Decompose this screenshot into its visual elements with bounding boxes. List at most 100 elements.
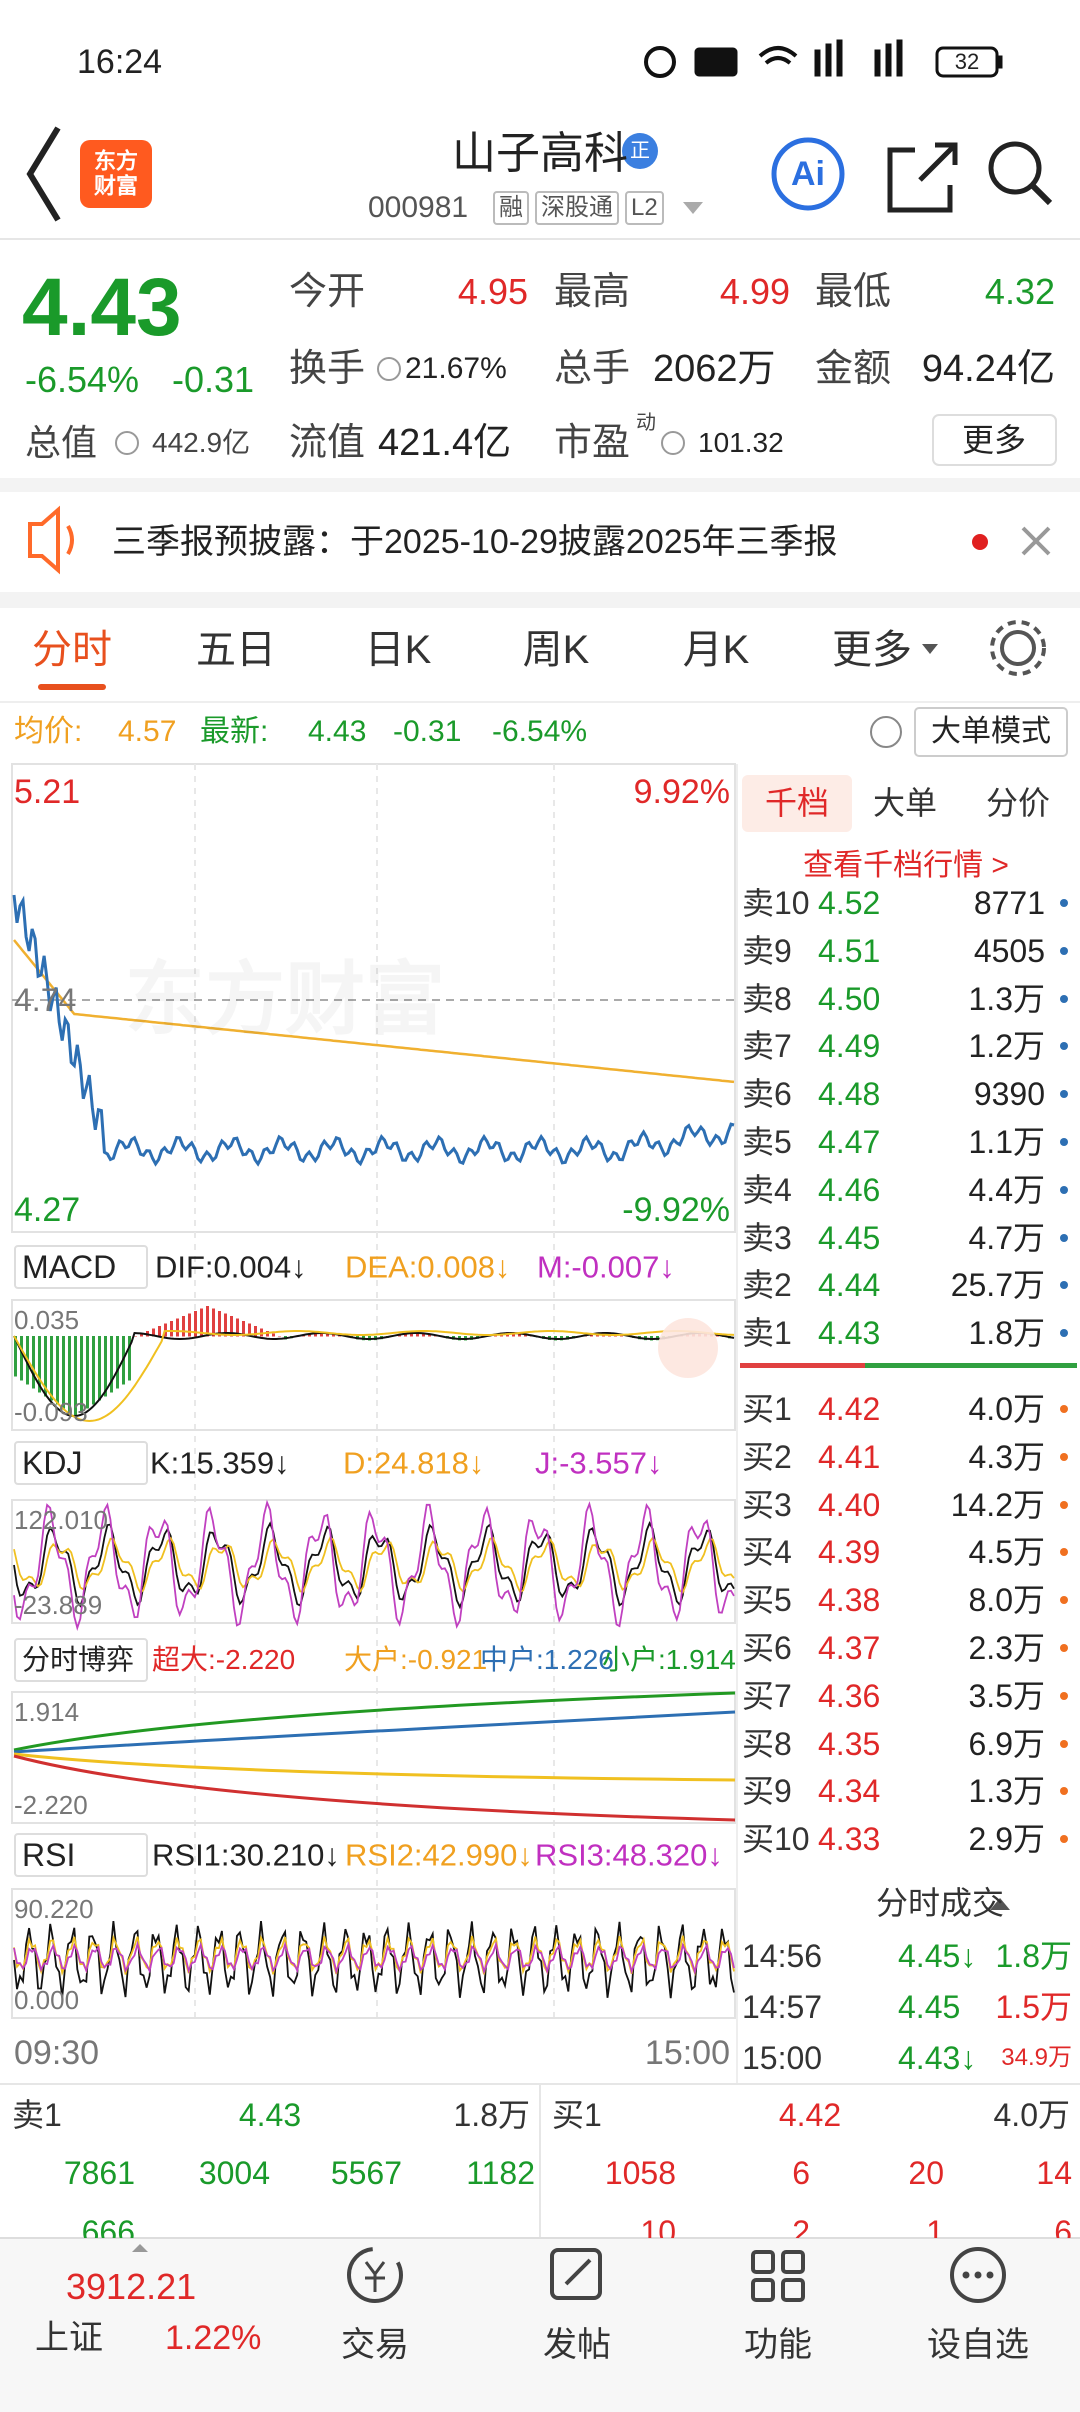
nav-item[interactable]: 发帖: [543, 2326, 611, 2364]
book-dot: [1060, 1329, 1068, 1338]
indicator-value: J:-3.557↓: [535, 1445, 663, 1481]
latest-change-pct: -6.54%: [492, 715, 588, 748]
book-label: 卖5: [742, 1124, 792, 1160]
macd-bar: [212, 1308, 215, 1337]
book-tab[interactable]: 千档: [764, 785, 830, 821]
ai-icon[interactable]: [771, 137, 845, 211]
field-value: 442.9亿: [152, 427, 251, 458]
time-start: 09:30: [14, 2034, 100, 2072]
nav-item[interactable]: 功能: [744, 2326, 812, 2364]
macd-bar: [44, 1336, 47, 1397]
speaker-icon: [28, 505, 74, 575]
ai-label[interactable]: Ai: [791, 155, 825, 193]
field-value: 101.32: [698, 427, 784, 458]
macd-bar: [194, 1311, 197, 1337]
book-label: 卖10: [742, 888, 810, 921]
book-price: 4.41: [818, 1438, 881, 1475]
book-label: 卖2: [742, 1267, 792, 1304]
book-volume: 1.1万: [968, 1124, 1046, 1160]
indicator-min: -23.889: [14, 1590, 103, 1620]
book-volume: 2.3万: [968, 1630, 1046, 1666]
tab[interactable]: 五日: [196, 628, 276, 672]
book-dot: [1060, 1405, 1068, 1413]
more-button[interactable]: 更多: [961, 422, 1027, 458]
indicator-name[interactable]: MACD: [22, 1249, 117, 1285]
macd-bar: [158, 1326, 161, 1337]
book-volume: 2.9万: [968, 1821, 1046, 1858]
book-volume: 8.0万: [968, 1582, 1046, 1619]
search-icon[interactable]: [988, 141, 1042, 195]
field-label: 流值: [289, 422, 366, 464]
field-label: 今开: [289, 271, 366, 313]
watermark: 东方财富: [125, 960, 445, 1040]
mode-button[interactable]: 大单模式: [931, 715, 1051, 748]
book-price: 4.47: [818, 1124, 881, 1160]
book-label: 卖9: [742, 932, 792, 969]
trade-time: 14:56: [742, 1938, 823, 1974]
trade-price: 4.45↓: [898, 1938, 977, 1974]
back-icon[interactable]: [26, 126, 61, 222]
macd-bar: [200, 1308, 203, 1337]
book-label: 买7: [742, 1677, 792, 1714]
queue-volume: 5567: [330, 2155, 402, 2191]
close-icon[interactable]: [1021, 526, 1051, 556]
indicator-name[interactable]: 分时博弈: [22, 1644, 135, 1675]
field-value: 4.95: [457, 271, 528, 312]
level-label: 买1: [552, 2097, 602, 2133]
field-label: 最低: [815, 271, 892, 313]
book-dot: [1060, 1644, 1068, 1652]
macd-bar: [56, 1336, 59, 1405]
macd-bar: [248, 1323, 251, 1337]
tab[interactable]: 周K: [522, 628, 590, 672]
book-price: 4.48: [818, 1076, 881, 1113]
tab[interactable]: 月K: [682, 628, 750, 672]
book-tab[interactable]: 分价: [985, 785, 1051, 821]
indicator-value: D:24.818↓: [343, 1445, 485, 1481]
field-value: 4.99: [719, 271, 790, 312]
book-price: 4.51: [818, 932, 881, 969]
book-volume: 1.2万: [968, 1028, 1046, 1065]
nav-item[interactable]: 设自选: [927, 2326, 1029, 2364]
latest-price: 4.43: [308, 715, 367, 748]
tab[interactable]: 更多: [832, 628, 912, 672]
book-label: 买9: [742, 1773, 792, 1810]
field-label: 市盈: [554, 422, 631, 464]
tab[interactable]: 日K: [364, 628, 432, 672]
macd-bar: [416, 1332, 419, 1337]
macd-bar: [410, 1332, 413, 1337]
nav-item[interactable]: 交易: [341, 2326, 409, 2364]
search-handle: [1029, 182, 1053, 206]
book-label: 买1: [742, 1391, 792, 1427]
book-price: 4.45: [818, 1219, 881, 1256]
share-icon[interactable]: [887, 142, 958, 213]
macd-bar: [38, 1336, 41, 1393]
trades-title[interactable]: 分时成交: [875, 1885, 1005, 1921]
queue-volume: 10: [640, 2214, 676, 2238]
book-dot: [1060, 1739, 1068, 1748]
indicator-value: RSI1:30.210↓: [152, 1837, 340, 1873]
book-volume: 1.3万: [968, 980, 1046, 1017]
book-volume: 4505: [973, 932, 1045, 969]
book-volume: 3.5万: [968, 1677, 1046, 1714]
index-value[interactable]: 3912.21: [66, 2266, 197, 2307]
book-price: 4.40: [818, 1486, 881, 1523]
stock-name: 山子高科: [452, 129, 628, 178]
book-label: 卖3: [742, 1219, 792, 1256]
macd-bar: [62, 1336, 65, 1409]
indicator-name[interactable]: RSI: [22, 1837, 76, 1873]
macd-bar: [272, 1333, 275, 1337]
book-tab[interactable]: 大单: [872, 785, 938, 821]
indicator-name[interactable]: KDJ: [22, 1445, 83, 1481]
avg-label: 均价:: [14, 715, 83, 748]
book-label: 买8: [742, 1725, 792, 1762]
notice-text[interactable]: 三季报预披露：于2025-10-29披露2025年三季报: [112, 523, 838, 561]
macd-bar: [320, 1332, 323, 1337]
book-volume: 4.7万: [968, 1219, 1046, 1256]
field-value: 94.24亿: [921, 348, 1055, 390]
latest-change: -0.31: [393, 715, 462, 748]
macd-bar: [104, 1336, 107, 1397]
book-link[interactable]: 查看千档行情 >: [803, 849, 1009, 882]
tab[interactable]: 分时: [32, 628, 112, 672]
indicator-max: 90.220: [14, 1894, 94, 1924]
level-volume: 1.8万: [453, 2097, 531, 2133]
